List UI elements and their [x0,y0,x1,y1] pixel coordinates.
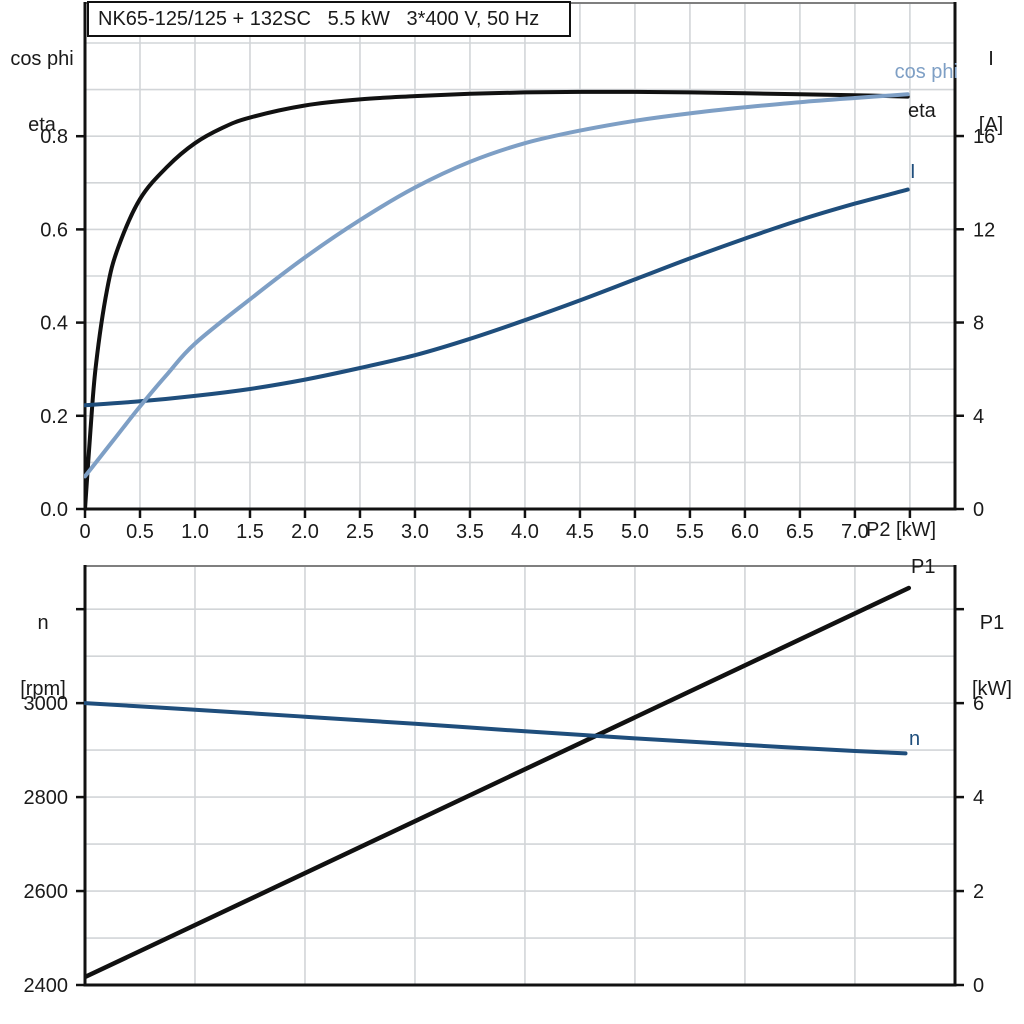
current-axis-unit: [A] [978,114,1004,136]
x-axis-tick-label: 2.5 [346,521,374,543]
left-axis-tick-label: 0.2 [40,406,68,428]
left-axis-header-top-chart: cos phi eta [0,4,84,180]
right-axis-header-top-chart: I [A] [964,4,1018,180]
series-curve-I [84,187,910,408]
left-axis-tick-label: 0.6 [40,219,68,241]
x-axis-tick-label: 1.0 [181,521,209,543]
chart-title: NK65-125/125 + 132SC 5.5 kW 3*400 V, 50 … [98,8,540,30]
x-axis-tick-label: 6.0 [731,521,759,543]
left-axis-tick-label: 0.0 [40,499,68,521]
p1-axis-title: P1 [979,612,1005,634]
right-axis-tick-label: 12 [973,219,995,241]
right-axis-header-bottom-chart: P1 [kW] [962,568,1022,744]
right-axis-tick-label: 8 [973,313,984,335]
cos-phi-axis-title: cos phi [10,48,74,70]
right-axis-tick-label: 2 [973,881,984,903]
right-axis-tick-label: 0 [973,975,984,997]
eta-axis-title: eta [28,114,56,136]
left-axis-tick-label: 2400 [24,975,69,997]
series-curve-P1 [84,585,912,980]
speed-axis-title: n [37,612,49,634]
x-axis-tick-label: 0 [79,521,90,543]
x-axis-tick-label: 4.5 [566,521,594,543]
x-axis-tick-label: 4.0 [511,521,539,543]
left-axis-tick-label: 2800 [24,787,69,809]
x-axis-tick-label: 5.0 [621,521,649,543]
x-axis-tick-label: 1.5 [236,521,264,543]
series-curve-n [84,701,908,756]
eta-curve-label: eta [908,100,936,122]
right-axis-tick-label: 16 [973,126,995,148]
chart-title-box: NK65-125/125 + 132SC 5.5 kW 3*400 V, 50 … [87,1,571,37]
right-axis-tick-label: 4 [973,406,984,428]
x-axis-tick-label: 5.5 [676,521,704,543]
left-axis-tick-label: 2600 [24,881,69,903]
x-axis-tick-label: 2.0 [291,521,319,543]
x-axis-tick-label: 7.0 [841,521,869,543]
series-curve-eta [84,89,910,511]
x-axis-tick-label: 0.5 [126,521,154,543]
speed-curve-label: n [909,728,921,750]
cos-phi-curve-label: cos phi [894,61,958,83]
speed-axis-unit: [rpm] [20,678,66,700]
left-axis-tick-label: 3000 [24,693,69,715]
left-axis-header-bottom-chart: n [rpm] [4,568,82,744]
current-curve-label: I [910,161,916,183]
left-axis-tick-label: 0.8 [40,126,68,148]
right-axis-tick-label: 6 [973,693,984,715]
x-axis-tick-label: 3.0 [401,521,429,543]
current-axis-title: I [988,48,994,70]
right-axis-tick-label: 0 [973,499,984,521]
x-axis-label: P2 [kW] [866,519,937,541]
left-axis-tick-label: 0.4 [40,313,68,335]
right-axis-tick-label: 4 [973,787,984,809]
p1-curve-label: P1 [911,556,936,578]
x-axis-tick-label: 3.5 [456,521,484,543]
p1-axis-unit: [kW] [972,678,1012,700]
series-curve-cos-phi [84,92,910,479]
x-axis-tick-label: 6.5 [786,521,814,543]
